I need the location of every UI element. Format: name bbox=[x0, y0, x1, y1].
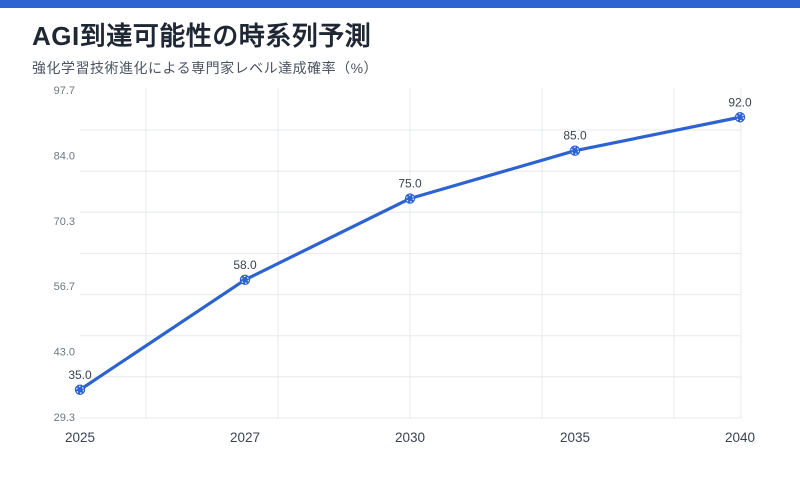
data-point-marker-ring bbox=[571, 146, 579, 155]
data-point-label: 85.0 bbox=[563, 129, 587, 143]
x-axis-tick-label: 2030 bbox=[395, 430, 425, 445]
data-point-label: 75.0 bbox=[398, 177, 422, 191]
x-axis-tick-label: 2025 bbox=[65, 430, 95, 445]
data-point-marker-ring bbox=[406, 194, 414, 203]
page-title: AGI到達可能性の時系列予測 bbox=[32, 21, 372, 51]
data-point-marker-ring bbox=[76, 385, 84, 394]
y-axis-tick-label: 29.3 bbox=[54, 412, 75, 424]
y-axis-tick-label: 43.0 bbox=[54, 347, 75, 359]
data-point-label: 35.0 bbox=[68, 368, 92, 382]
chart-header: AGI到達可能性の時系列予測 強化学習技術進化による専門家レベル達成確率（%） bbox=[32, 16, 378, 78]
x-axis-tick-label: 2027 bbox=[230, 430, 260, 445]
data-point-label: 92.0 bbox=[728, 95, 752, 109]
x-axis-tick-label: 2040 bbox=[725, 430, 755, 445]
top-accent-bar bbox=[0, 0, 800, 8]
y-axis-tick-label: 84.0 bbox=[54, 150, 75, 162]
y-axis-tick-label: 70.3 bbox=[54, 216, 75, 228]
y-axis-tick-label: 56.7 bbox=[54, 281, 75, 293]
data-point-marker-ring bbox=[736, 113, 744, 122]
page-subtitle: 強化学習技術進化による専門家レベル達成確率（%） bbox=[32, 60, 379, 76]
data-point-marker-ring bbox=[241, 275, 249, 284]
y-axis-tick-label: 97.7 bbox=[54, 85, 75, 97]
data-point-label: 58.0 bbox=[233, 258, 257, 272]
x-axis-tick-label: 2035 bbox=[560, 430, 590, 445]
